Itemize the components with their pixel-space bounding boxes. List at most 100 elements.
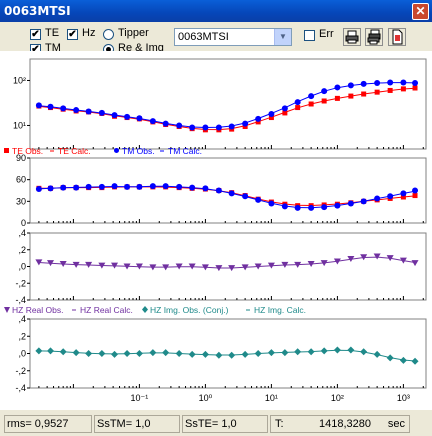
legend-item: HZ Img. Obs. (Conj.) <box>142 305 229 315</box>
close-button[interactable]: ✕ <box>412 3 429 20</box>
data-point <box>35 186 42 193</box>
data-point <box>400 79 407 86</box>
data-point <box>321 204 328 211</box>
err-checkbox[interactable] <box>304 30 315 41</box>
data-point <box>387 87 393 93</box>
sstm-field: SsTM= 1,0 <box>94 415 180 433</box>
data-point <box>98 183 105 190</box>
data-point <box>59 348 67 356</box>
y-tick-label: 10² <box>13 75 26 85</box>
data-point <box>255 196 262 203</box>
y-tick-label: ,4 <box>18 314 26 324</box>
data-point <box>412 79 419 86</box>
status-bar: rms= 0,9527 SsTM= 1,0 SsTE= 1,0 T: 1418,… <box>0 412 432 436</box>
station-select[interactable]: 0063MTSI ▼ <box>174 28 292 46</box>
legend-label: TM Obs. <box>122 146 155 156</box>
data-point <box>268 115 274 121</box>
data-point <box>98 262 106 269</box>
tipper-label: Tipper <box>118 27 149 39</box>
te-checkbox[interactable]: ✔ <box>30 29 41 40</box>
rms-field: rms= 0,9527 <box>4 415 92 433</box>
data-point <box>307 348 315 356</box>
data-point <box>149 264 157 271</box>
data-point <box>85 108 92 115</box>
data-point <box>201 350 209 358</box>
data-point <box>188 350 196 358</box>
title-bar: 0063MTSI ✕ <box>0 0 432 22</box>
data-point <box>35 259 43 266</box>
data-point <box>334 95 340 101</box>
data-point <box>412 193 418 199</box>
data-point <box>412 187 419 194</box>
tipper-radio[interactable] <box>103 29 114 40</box>
data-point <box>176 183 183 190</box>
y-tick-label: 10¹ <box>13 120 26 130</box>
data-point <box>72 261 80 268</box>
y-tick-label: ,0 <box>18 349 26 359</box>
data-point <box>123 263 131 270</box>
plots-svg: 10²10¹9060300,4,2,0-,2-,4,4,2,0-,2-,410⁻… <box>4 58 427 403</box>
data-point <box>254 263 262 270</box>
data-point <box>98 109 105 116</box>
legend-item: HZ Real Obs. <box>4 305 64 315</box>
sste-field: SsTE= 1,0 <box>182 415 268 433</box>
data-point <box>201 264 209 271</box>
data-point <box>162 120 169 127</box>
data-point <box>281 349 289 357</box>
data-point <box>374 79 381 86</box>
y-tick-label: -,2 <box>15 366 26 376</box>
data-point <box>282 110 288 116</box>
data-point <box>59 260 67 267</box>
y-tick-label: ,2 <box>18 331 26 341</box>
data-point <box>124 183 131 190</box>
data-point <box>400 86 406 92</box>
y-tick-label: 90 <box>16 153 26 163</box>
err-label: Err <box>319 28 334 40</box>
print-button[interactable] <box>343 28 361 46</box>
chevron-down-icon[interactable]: ▼ <box>274 29 291 45</box>
y-tick-label: -,4 <box>15 383 26 393</box>
data-point <box>85 350 93 357</box>
data-point <box>333 346 341 354</box>
data-point <box>241 264 249 271</box>
data-point <box>386 255 394 262</box>
calc-curve <box>38 256 416 269</box>
data-point <box>373 253 381 260</box>
data-point <box>189 184 196 191</box>
data-point <box>308 101 314 107</box>
data-point <box>135 263 143 270</box>
legend-label: HZ Img. Calc. <box>254 305 306 315</box>
data-point <box>373 350 381 358</box>
data-point <box>228 123 235 130</box>
data-point <box>360 198 367 205</box>
data-point <box>47 185 54 192</box>
data-point <box>281 203 288 210</box>
legend-item: HZ Img. Calc. <box>246 305 306 315</box>
print-all-button[interactable] <box>365 28 383 46</box>
legend-label: TM Calc. <box>168 146 202 156</box>
plot-frame <box>29 58 427 150</box>
data-point <box>135 350 143 357</box>
data-point <box>308 204 315 211</box>
data-point <box>162 264 170 271</box>
data-point <box>124 113 131 120</box>
data-point <box>411 357 419 365</box>
data-point <box>307 260 315 267</box>
data-point <box>412 85 418 91</box>
x-tick-label: 10³ <box>397 393 410 403</box>
data-point <box>228 190 235 197</box>
page-setup-button[interactable] <box>388 28 406 46</box>
legend-marker <box>114 148 119 153</box>
data-point <box>162 349 170 357</box>
x-tick-label: 10⁻¹ <box>131 393 149 403</box>
data-point <box>215 351 223 359</box>
data-point <box>320 260 328 267</box>
hz-checkbox[interactable]: ✔ <box>67 29 78 40</box>
period-label: T: <box>275 418 284 430</box>
y-tick-label: 60 <box>16 175 26 185</box>
data-point <box>175 350 183 357</box>
data-point <box>267 262 275 269</box>
y-tick-label: -,4 <box>15 295 26 305</box>
data-point <box>281 105 288 112</box>
data-point <box>111 350 119 358</box>
